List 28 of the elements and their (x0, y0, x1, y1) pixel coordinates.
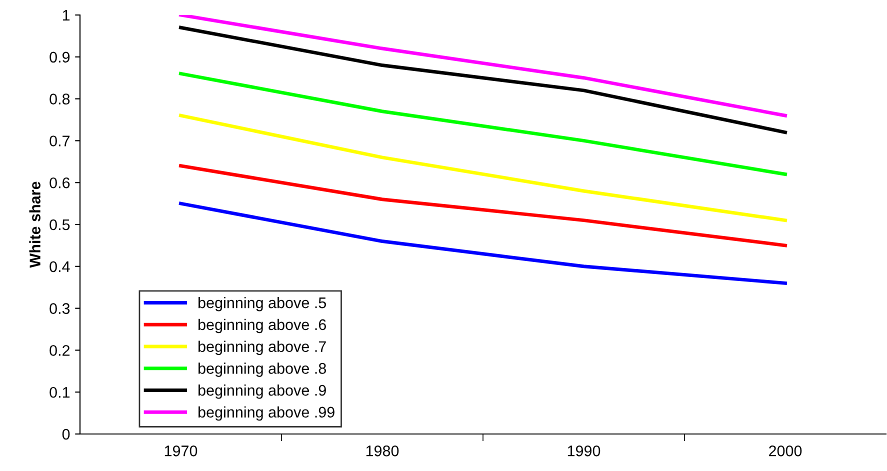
y-tick-label: 0 (62, 428, 70, 440)
line-series (179, 72, 787, 176)
y-tick-label: 1 (62, 10, 70, 21)
x-tick-label: 1970 (164, 446, 198, 456)
legend-label: beginning above .8 (198, 362, 326, 377)
line-series (179, 15, 787, 118)
y-tick-label: 0.9 (50, 52, 70, 63)
y-tick-label: 0.7 (50, 136, 70, 146)
y-tick-label: 0.5 (50, 219, 70, 230)
y-tick-label: 0.1 (50, 386, 70, 398)
x-tick-label: 2000 (769, 446, 802, 456)
line-series (179, 114, 787, 222)
legend-label: beginning above .7 (198, 340, 326, 355)
legend-label: beginning above .5 (198, 297, 326, 312)
x-tick-label: 1990 (568, 446, 600, 456)
line-series (179, 26, 787, 134)
y-tick-label: 0.2 (50, 345, 70, 356)
legend-label: beginning above .99 (198, 406, 334, 421)
line-series (179, 202, 787, 285)
legend-label: beginning above .9 (198, 384, 326, 399)
x-tick-label: 1980 (366, 446, 399, 456)
legend-label: beginning above .6 (198, 318, 326, 334)
line-series (179, 164, 787, 248)
y-tick-label: 0.4 (50, 261, 70, 272)
y-axis-title: White share (29, 182, 40, 268)
y-tick-label: 0.6 (50, 177, 70, 188)
y-tick-label: 0.8 (50, 94, 70, 104)
y-tick-label: 0.3 (50, 303, 70, 314)
